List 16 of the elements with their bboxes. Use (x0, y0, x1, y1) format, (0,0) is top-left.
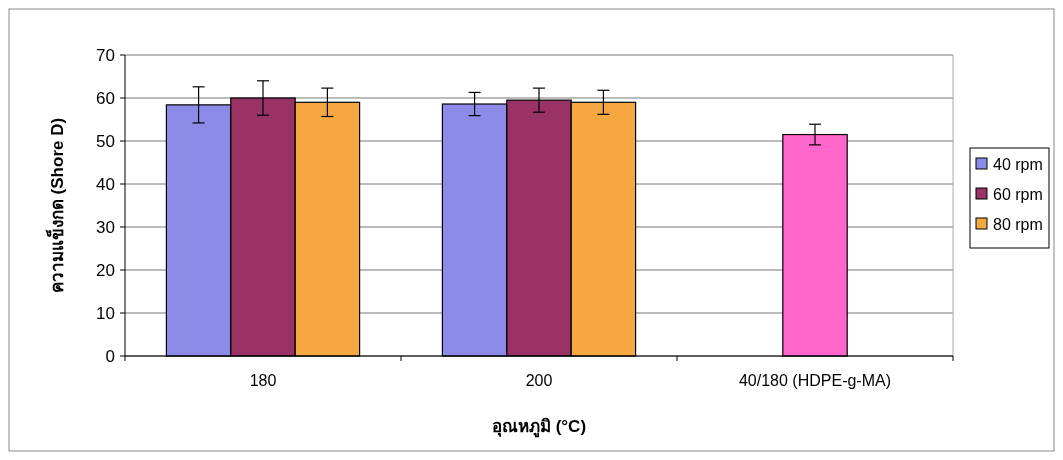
y-tick-label: 30 (96, 217, 115, 237)
x-tick-label: 200 (525, 372, 553, 389)
x-tick-label: 180 (249, 372, 277, 389)
x-tick-label: 40/180 (HDPE-g-MA) (738, 372, 892, 389)
y-tick-label: 40 (96, 174, 115, 194)
y-axis-title: ความแข็งกด (Shore D) (45, 117, 67, 294)
y-tick-label: 10 (96, 303, 115, 323)
y-tick-label: 20 (96, 260, 115, 280)
legend-label: 80 rpm (993, 215, 1043, 233)
x-axis-title: อุณหภูมิ (°C) (491, 417, 587, 438)
y-tick-label: 70 (96, 45, 115, 65)
y-tick-label: 50 (96, 131, 115, 151)
y-tick-label: 60 (96, 88, 115, 108)
y-tick-label: 0 (105, 346, 115, 366)
legend-label: 60 rpm (993, 185, 1043, 203)
legend-label: 40 rpm (993, 155, 1043, 173)
